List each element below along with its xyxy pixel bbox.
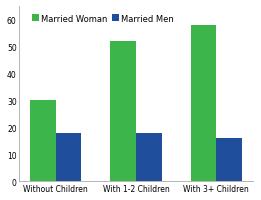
Bar (136, 133, 162, 181)
Bar (216, 138, 242, 181)
Legend: Married Woman, Married Men: Married Woman, Married Men (31, 13, 176, 25)
Bar (56, 133, 81, 181)
Bar (191, 26, 216, 181)
Bar (110, 42, 136, 181)
Bar (30, 101, 56, 181)
